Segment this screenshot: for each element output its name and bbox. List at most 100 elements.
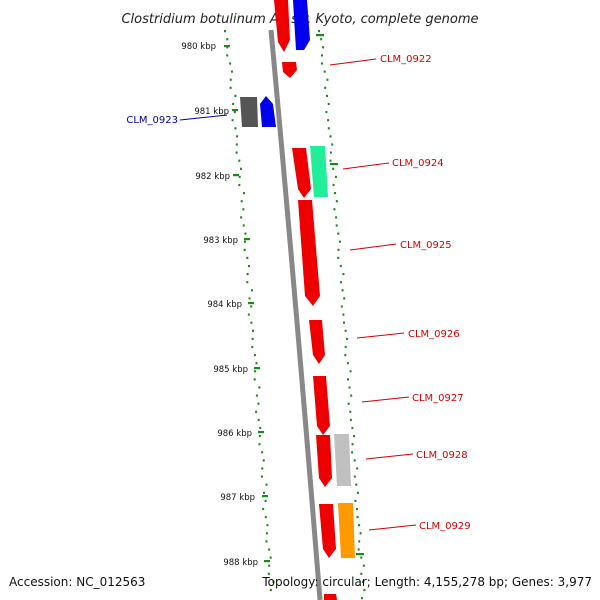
gc-dot xyxy=(230,70,233,73)
gene-arrow-clm0923-blue[interactable] xyxy=(260,96,276,127)
gc-dot xyxy=(359,532,362,535)
gc-dot xyxy=(333,208,336,211)
tick-mark xyxy=(224,45,230,48)
gc-dot xyxy=(247,313,250,316)
gene-arrow-clm0926[interactable] xyxy=(309,320,325,364)
gc-dot xyxy=(354,499,357,502)
gc-dot xyxy=(347,402,350,405)
gc-dot xyxy=(248,264,250,268)
gc-dot xyxy=(329,151,332,154)
gene-block-clm0923-gray[interactable] xyxy=(240,97,258,127)
gc-dot xyxy=(234,94,237,97)
gc-dot xyxy=(340,281,342,284)
gc-dot xyxy=(351,451,354,454)
gc-dot xyxy=(339,264,342,268)
gene-arrow-clm0924-red[interactable] xyxy=(292,148,311,198)
tick-label: 984 kbp xyxy=(207,300,242,310)
gene-label-clm0927[interactable]: CLM_0927 xyxy=(412,393,464,404)
gc-dot xyxy=(242,224,245,227)
gene-label-clm0922[interactable]: CLM_0922 xyxy=(380,54,432,65)
gene-arrow-clm0925[interactable] xyxy=(298,200,320,306)
tick-mark xyxy=(232,109,238,112)
gc-dot xyxy=(346,337,349,340)
gene-features xyxy=(240,0,355,600)
gc-dot xyxy=(260,475,263,478)
tick-mark xyxy=(262,495,268,498)
gc-dot xyxy=(264,499,267,502)
gc-dot xyxy=(343,297,346,300)
gc-dot xyxy=(229,86,232,89)
gc-dot xyxy=(261,467,264,470)
gc-dot xyxy=(267,572,270,575)
gc-dot xyxy=(226,46,229,49)
gc-dot xyxy=(358,540,361,543)
gc-dot xyxy=(262,507,265,511)
tick-label: 987 kbp xyxy=(220,493,255,503)
gc-dot xyxy=(235,151,238,154)
gc-dot xyxy=(353,459,356,462)
gc-dot xyxy=(229,62,232,65)
gene-label-clm0923[interactable]: CLM_0923 xyxy=(126,115,178,126)
gc-dot xyxy=(350,394,353,397)
gc-dot xyxy=(253,378,256,381)
gc-dot xyxy=(321,54,323,57)
gc-dot xyxy=(246,281,249,284)
gene-arrow-clm0929-red[interactable] xyxy=(319,504,336,558)
tick-mark xyxy=(244,238,250,241)
gc-dot xyxy=(356,467,359,470)
gc-dot xyxy=(257,402,260,405)
gene-label-clm0929[interactable]: CLM_0929 xyxy=(419,521,471,532)
gc-dash xyxy=(356,553,364,556)
gc-dot xyxy=(243,192,245,195)
gc-dot xyxy=(357,548,360,551)
gc-dot xyxy=(363,588,366,592)
gene-label-clm0925[interactable]: CLM_0925 xyxy=(400,240,452,251)
gc-dot xyxy=(356,516,359,519)
gene-arrow-clm0928-red[interactable] xyxy=(316,435,332,487)
gc-dot xyxy=(265,540,268,543)
gc-dot xyxy=(335,224,338,227)
gc-dot xyxy=(356,507,358,511)
gc-dot xyxy=(318,30,320,33)
gc-dot xyxy=(360,572,363,575)
gene-arrow-bottom[interactable] xyxy=(324,594,337,600)
gc-dash xyxy=(316,34,324,37)
gc-dot xyxy=(243,248,246,251)
gc-dot xyxy=(252,329,254,332)
gene-label-clm0928[interactable]: CLM_0928 xyxy=(416,450,468,461)
gc-dot xyxy=(255,362,258,365)
gc-dot xyxy=(251,345,254,349)
gc-dot xyxy=(258,443,261,446)
gc-dot xyxy=(337,256,340,259)
gene-block-clm0929-orange[interactable] xyxy=(338,503,355,558)
gc-dot xyxy=(324,86,327,89)
gc-dot xyxy=(355,483,358,486)
gene-arrow-blue-top[interactable] xyxy=(293,0,310,50)
gc-dot xyxy=(329,135,332,138)
gc-dot xyxy=(266,524,269,527)
gc-dot xyxy=(348,386,351,389)
gc-dot xyxy=(250,289,253,292)
gene-arrow-clm0922-a[interactable] xyxy=(274,0,290,52)
gene-label-clm0924[interactable]: CLM_0924 xyxy=(392,158,444,169)
gc-dot xyxy=(233,111,236,114)
gc-dot xyxy=(338,240,341,243)
gene-arrow-clm0922-b[interactable] xyxy=(282,62,297,78)
gc-dot xyxy=(238,183,241,187)
gc-dot xyxy=(342,273,345,276)
tick-label: 983 kbp xyxy=(203,236,238,246)
gene-block-clm0928-gray[interactable] xyxy=(334,434,351,486)
gc-dot xyxy=(332,167,335,170)
tick-mark xyxy=(264,560,270,563)
gene-label-clm0926[interactable]: CLM_0926 xyxy=(408,329,460,340)
gc-dot xyxy=(250,321,253,324)
gc-dot xyxy=(264,516,267,519)
gene-block-clm0924-mint[interactable] xyxy=(310,146,328,197)
gc-dot xyxy=(358,524,361,527)
gc-dot xyxy=(342,313,345,316)
gc-dot xyxy=(361,580,364,583)
gc-dot xyxy=(320,62,323,65)
gc-dot xyxy=(327,102,330,106)
gene-arrow-clm0927[interactable] xyxy=(313,376,330,435)
